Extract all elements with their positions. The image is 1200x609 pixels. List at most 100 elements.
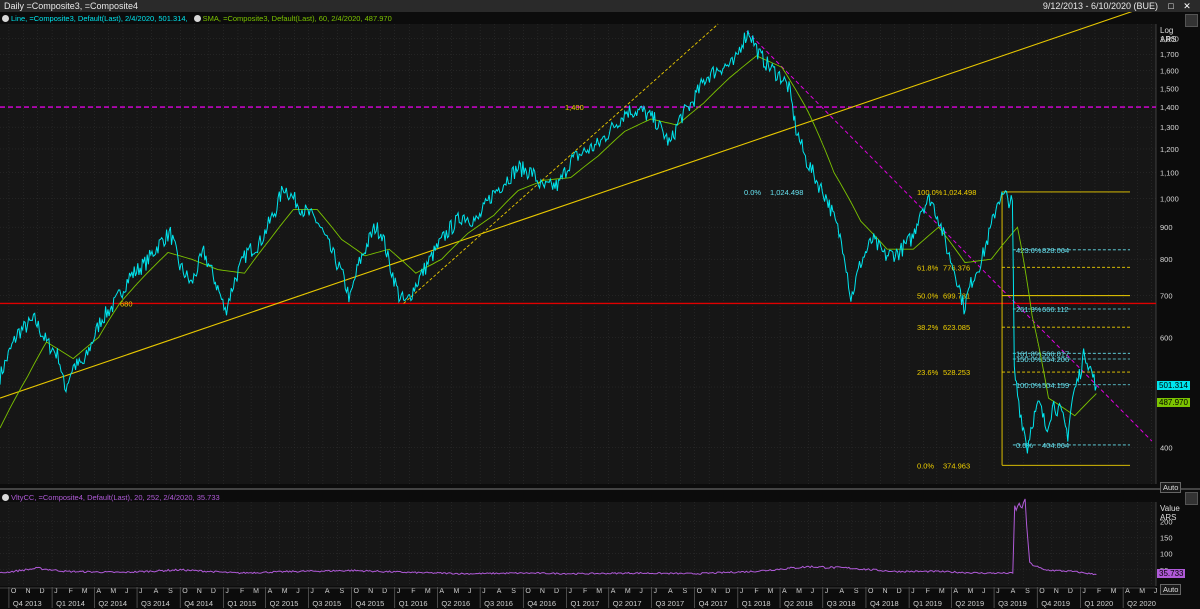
fib-ext-value: 554.206 (1042, 355, 1069, 364)
downtrend-line (746, 30, 1153, 442)
month-tick-label: O (354, 588, 360, 595)
quarter-tick-label: Q1 2018 (742, 599, 771, 608)
support-label-680: 680 (120, 299, 133, 308)
month-tick-label: A (325, 588, 330, 595)
month-tick-label: J (740, 588, 744, 595)
fib-ext-pct: 0.0% (1016, 441, 1033, 450)
y-tick-label: 800 (1160, 255, 1173, 264)
month-tick-label: O (11, 588, 17, 595)
fib-label-pct: 38.2% (917, 323, 939, 332)
month-tick-label: S (854, 588, 859, 595)
month-tick-label: F (69, 588, 73, 595)
month-tick-label: O (1039, 588, 1045, 595)
month-tick-label: J (825, 588, 829, 595)
auto-scale-button-bottom[interactable]: Auto (1160, 584, 1182, 595)
month-tick-label: J (911, 588, 915, 595)
y-tick-label: 400 (1160, 444, 1173, 453)
month-tick-label: D (382, 588, 387, 595)
month-tick-label: A (611, 588, 616, 595)
resistance-label-1400: 1,400 (565, 103, 584, 112)
panel-menu-icon[interactable] (1185, 492, 1198, 505)
month-tick-label: A (782, 588, 787, 595)
y-tick-label: 1,700 (1160, 50, 1179, 59)
month-tick-label: F (411, 588, 415, 595)
month-tick-label: F (1097, 588, 1101, 595)
settings-icon[interactable] (2, 494, 9, 501)
month-tick-label: F (754, 588, 758, 595)
price-panel-bg (0, 24, 1156, 484)
fib-ext-value: 666.112 (1042, 305, 1069, 314)
auto-scale-button-top[interactable]: Auto (1160, 482, 1182, 493)
fib-label-pct: 50.0% (917, 292, 939, 301)
month-tick-label: S (683, 588, 688, 595)
axis-scale-label: Log (1160, 26, 1174, 35)
quarter-tick-label: Q4 2016 (527, 599, 556, 608)
month-tick-label: A (1125, 588, 1130, 595)
month-tick-label: D (897, 588, 902, 595)
quarter-tick-label: Q1 2017 (571, 599, 600, 608)
legend-sma[interactable]: SMA, =Composite3, Default(Last), 60, 2/4… (202, 14, 392, 23)
month-tick-label: F (583, 588, 587, 595)
y-tick-label: 1,800 (1160, 35, 1179, 44)
month-tick-label: D (1068, 588, 1073, 595)
month-tick-label: S (168, 588, 173, 595)
restore-icon[interactable]: □ (1168, 1, 1174, 11)
volatility-series-line (0, 498, 1097, 576)
legend-line[interactable]: Line, =Composite3, Default(Last), 2/4/20… (11, 14, 188, 23)
month-tick-label: S (1025, 588, 1030, 595)
fib-label-value: 1,024.498 (943, 188, 976, 197)
y-tick-label: 1,400 (1160, 103, 1179, 112)
month-tick-label: S (511, 588, 516, 595)
month-tick-label: A (668, 588, 673, 595)
bottom-legend: VltyCC, =Composite4, Default(Last), 20, … (2, 493, 220, 503)
last-value-line-badge: 501.314 (1157, 381, 1190, 391)
month-tick-label: D (725, 588, 730, 595)
month-tick-label: M (82, 588, 88, 595)
legend-vty[interactable]: VltyCC, =Composite4, Default(Last), 20, … (11, 493, 220, 502)
month-tick-label: M (796, 588, 802, 595)
fib-ext-pct: 100.0% (1016, 381, 1042, 390)
settings-icon[interactable] (2, 15, 9, 22)
panel-menu-icon[interactable] (1185, 14, 1198, 27)
quarter-tick-label: Q2 2016 (441, 599, 470, 608)
quarter-tick-label: Q2 2015 (270, 599, 299, 608)
quarter-tick-label: Q3 2015 (312, 599, 341, 608)
month-tick-label: J (569, 588, 573, 595)
month-tick-label: M (425, 588, 431, 595)
y-tick-label: 1,100 (1160, 169, 1179, 178)
fib-label-value: 776.376 (943, 263, 970, 272)
month-tick-label: N (1054, 588, 1059, 595)
last-value-vty-badge: 35.733 (1157, 569, 1186, 579)
top-legend: Line, =Composite3, Default(Last), 2/4/20… (2, 14, 392, 24)
month-tick-label: A (953, 588, 958, 595)
fib-ext-pct: 150.0% (1016, 355, 1042, 364)
fib-label-pct: 23.6% (917, 368, 939, 377)
month-tick-label: J (1154, 588, 1158, 595)
month-tick-label: M (625, 588, 631, 595)
fib-ext-value: 566.017 (1042, 349, 1069, 358)
y-tick-label: 200 (1160, 517, 1173, 526)
month-tick-label: M (967, 588, 973, 595)
close-icon[interactable]: ✕ (1183, 1, 1191, 11)
top-axis-header: Log ARS (1160, 26, 1176, 44)
settings-icon[interactable] (193, 15, 201, 22)
quarter-tick-label: Q1 2015 (227, 599, 256, 608)
month-tick-label: J (54, 588, 58, 595)
axis-currency-label: ARS (1160, 35, 1177, 44)
month-tick-label: J (653, 588, 657, 595)
quarter-tick-label: Q4 2017 (699, 599, 728, 608)
quarter-tick-label: Q2 2018 (784, 599, 813, 608)
y-tick-label: 700 (1160, 292, 1173, 301)
fib-label-value: 1,024.498 (770, 188, 803, 197)
month-tick-label: J (468, 588, 472, 595)
month-tick-label: J (639, 588, 643, 595)
month-tick-label: O (868, 588, 874, 595)
month-tick-label: M (596, 588, 602, 595)
y-tick-label: 1,200 (1160, 145, 1179, 154)
quarter-tick-label: Q3 2014 (141, 599, 170, 608)
fib-ext-pct: 423.6% (1016, 246, 1042, 255)
quarter-tick-label: Q2 2020 (1127, 599, 1156, 608)
month-tick-label: O (182, 588, 188, 595)
y-tick-label: 150 (1160, 534, 1173, 543)
